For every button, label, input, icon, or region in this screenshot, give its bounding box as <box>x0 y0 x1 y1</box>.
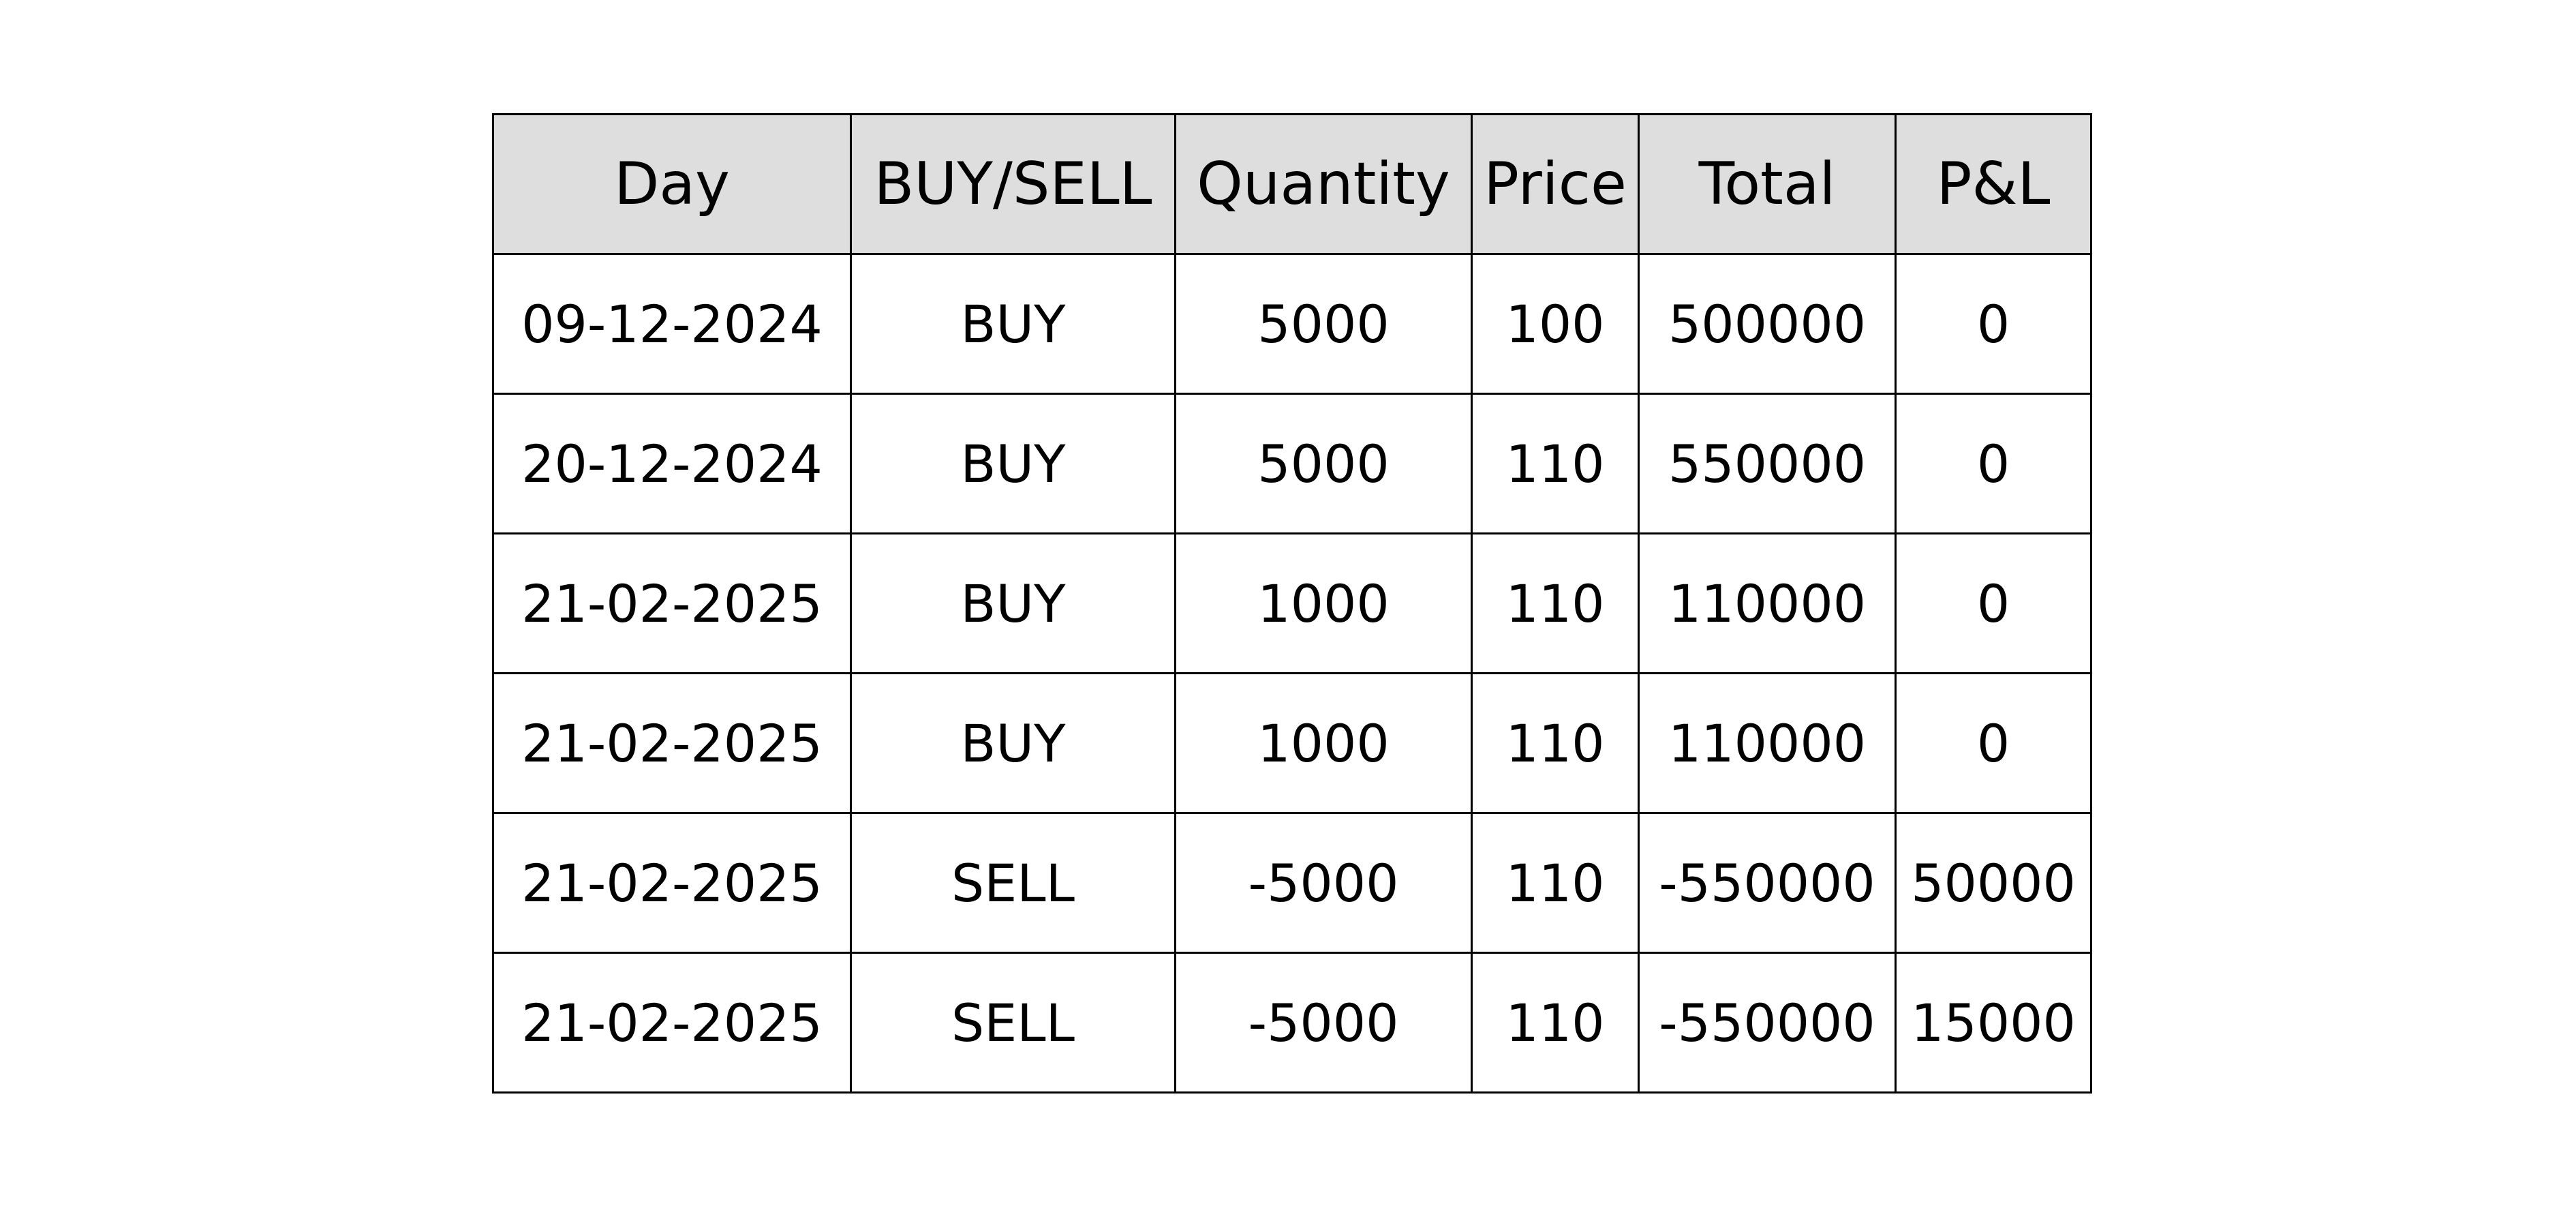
cell-pnl: 50000 <box>1895 812 2092 954</box>
cell-price: 110 <box>1471 532 1640 674</box>
cell-total: 500000 <box>1638 253 1897 395</box>
header-cell-pnl: P&L <box>1895 113 2092 255</box>
cell-day: 09-12-2024 <box>492 253 852 395</box>
cell-pnl: 0 <box>1895 393 2092 534</box>
header-cell-day: Day <box>492 113 852 255</box>
cell-day: 21-02-2025 <box>492 672 852 814</box>
cell-pnl: 0 <box>1895 672 2092 814</box>
cell-quantity: 1000 <box>1174 672 1473 814</box>
cell-price: 110 <box>1471 952 1640 1094</box>
cell-total: -550000 <box>1638 812 1897 954</box>
cell-day: 21-02-2025 <box>492 952 852 1094</box>
table-row: 21-02-2025 SELL -5000 110 -550000 50000 <box>492 812 2092 954</box>
cell-quantity: 5000 <box>1174 393 1473 534</box>
table-row: 20-12-2024 BUY 5000 110 550000 0 <box>492 393 2092 534</box>
cell-buy-sell: SELL <box>850 812 1176 954</box>
cell-day: 21-02-2025 <box>492 532 852 674</box>
header-cell-total: Total <box>1638 113 1897 255</box>
table-row: 21-02-2025 BUY 1000 110 110000 0 <box>492 532 2092 674</box>
cell-buy-sell: BUY <box>850 393 1176 534</box>
cell-quantity: -5000 <box>1174 952 1473 1094</box>
table-row: 09-12-2024 BUY 5000 100 500000 0 <box>492 253 2092 395</box>
cell-price: 110 <box>1471 812 1640 954</box>
cell-day: 21-02-2025 <box>492 812 852 954</box>
cell-pnl: 15000 <box>1895 952 2092 1094</box>
cell-buy-sell: BUY <box>850 532 1176 674</box>
trades-table: Day BUY/SELL Quantity Price Total P&L 09… <box>492 113 2092 1094</box>
cell-buy-sell: BUY <box>850 672 1176 814</box>
cell-quantity: 1000 <box>1174 532 1473 674</box>
cell-pnl: 0 <box>1895 532 2092 674</box>
cell-total: 110000 <box>1638 532 1897 674</box>
cell-pnl: 0 <box>1895 253 2092 395</box>
trades-table-container: Day BUY/SELL Quantity Price Total P&L 09… <box>492 113 2092 1094</box>
cell-total: 550000 <box>1638 393 1897 534</box>
header-cell-quantity: Quantity <box>1174 113 1473 255</box>
cell-quantity: -5000 <box>1174 812 1473 954</box>
cell-price: 100 <box>1471 253 1640 395</box>
table-row: 21-02-2025 SELL -5000 110 -550000 15000 <box>492 952 2092 1094</box>
cell-buy-sell: SELL <box>850 952 1176 1094</box>
cell-day: 20-12-2024 <box>492 393 852 534</box>
cell-quantity: 5000 <box>1174 253 1473 395</box>
header-cell-price: Price <box>1471 113 1640 255</box>
cell-buy-sell: BUY <box>850 253 1176 395</box>
header-row: Day BUY/SELL Quantity Price Total P&L <box>492 113 2092 255</box>
cell-price: 110 <box>1471 393 1640 534</box>
header-cell-buy-sell: BUY/SELL <box>850 113 1176 255</box>
cell-total: 110000 <box>1638 672 1897 814</box>
cell-price: 110 <box>1471 672 1640 814</box>
table-row: 21-02-2025 BUY 1000 110 110000 0 <box>492 672 2092 814</box>
cell-total: -550000 <box>1638 952 1897 1094</box>
